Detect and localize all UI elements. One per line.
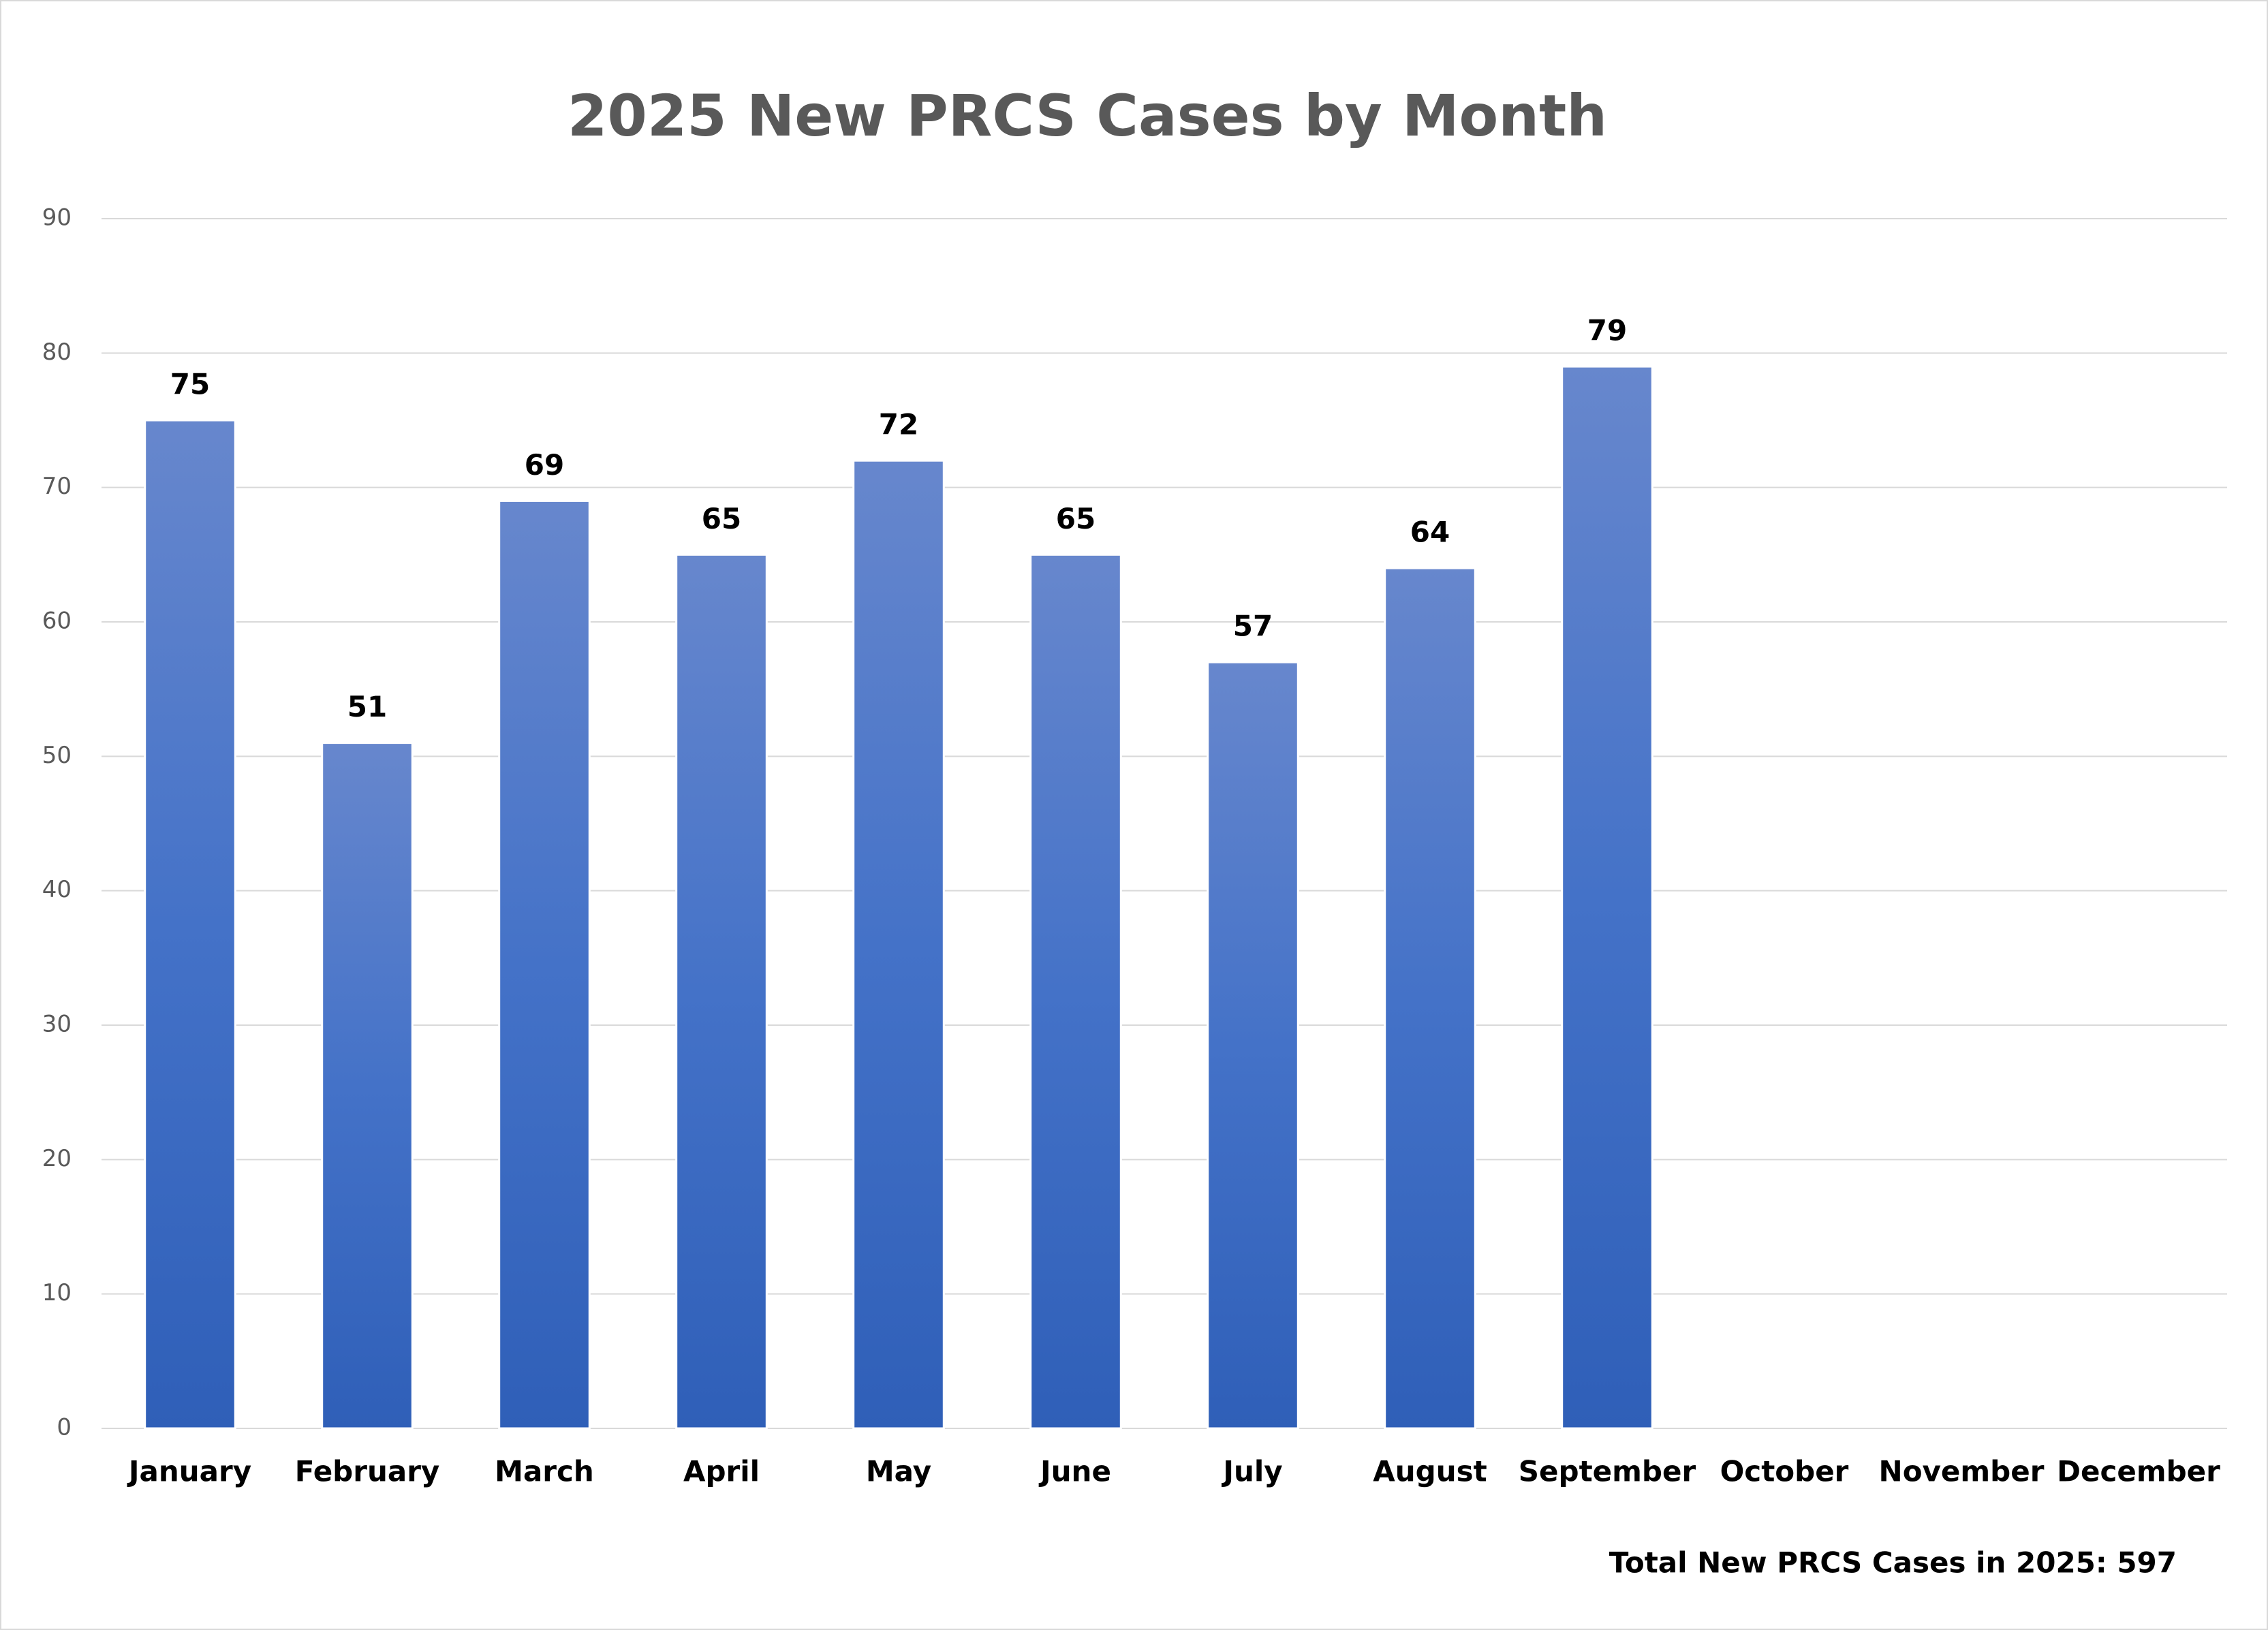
x-tick-label: January: [127, 1455, 251, 1488]
data-label: 57: [1233, 610, 1273, 643]
x-tick-label: October: [1720, 1455, 1849, 1488]
y-tick-label: 70: [42, 473, 72, 500]
bar: [852, 459, 945, 1430]
bar: [144, 419, 236, 1430]
x-tick-label: September: [1519, 1455, 1696, 1488]
y-tick-label: 50: [42, 742, 72, 769]
y-tick-label: 20: [42, 1145, 72, 1172]
x-tick-label: July: [1221, 1455, 1282, 1488]
y-tick-label: 10: [42, 1279, 72, 1306]
y-tick-label: 40: [42, 876, 72, 903]
bar: [498, 499, 591, 1430]
bar: [1207, 661, 1299, 1430]
x-tick-label: February: [295, 1455, 440, 1488]
x-tick-label: November: [1879, 1455, 2045, 1488]
data-label: 65: [702, 502, 741, 535]
chart-title: 2025 New PRCS Cases by Month: [568, 82, 1607, 149]
x-tick-label: December: [2057, 1455, 2220, 1488]
y-tick-label: 90: [42, 204, 72, 232]
y-tick-label: 60: [42, 608, 72, 635]
data-label: 65: [1056, 502, 1096, 535]
x-tick-label: March: [495, 1455, 594, 1488]
data-label: 51: [347, 690, 387, 723]
x-tick-label: April: [683, 1455, 760, 1488]
x-tick-label: May: [866, 1455, 931, 1488]
annotation: Total New PRCS Cases in 2025: 597: [1609, 1546, 2177, 1580]
bar: [1029, 553, 1122, 1430]
x-tick-label: June: [1038, 1455, 1111, 1488]
data-label: 72: [879, 408, 918, 441]
data-label: 75: [170, 368, 210, 401]
data-label: 79: [1587, 314, 1627, 347]
bar: [675, 553, 768, 1430]
x-tick-label: August: [1373, 1455, 1487, 1488]
y-tick-label: 80: [42, 339, 72, 366]
y-tick-label: 0: [57, 1414, 72, 1441]
data-label: 64: [1410, 516, 1450, 549]
data-label: 69: [525, 448, 564, 482]
bar: [1561, 365, 1653, 1430]
y-tick-label: 30: [42, 1011, 72, 1038]
bar: [321, 742, 414, 1430]
bar: [1384, 567, 1476, 1430]
